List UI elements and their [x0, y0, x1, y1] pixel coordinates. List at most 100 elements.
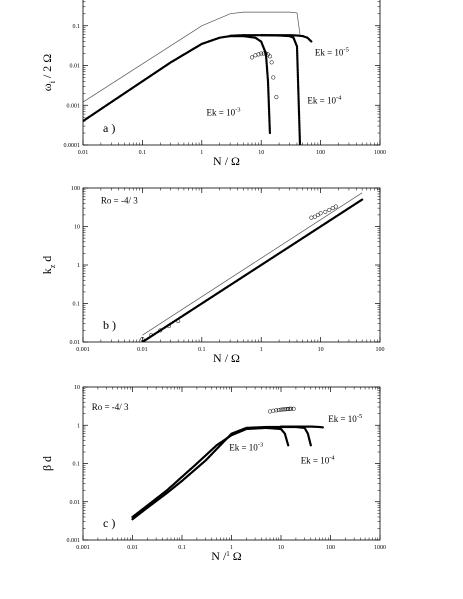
data-point-open	[327, 207, 332, 212]
data-point	[303, 425, 306, 428]
data-point-open	[284, 407, 289, 412]
annotation-exponent: -5	[357, 413, 362, 420]
series-dotted-curve	[83, 34, 271, 135]
plot-frame	[82, 0, 381, 146]
data-point	[229, 34, 232, 37]
data-point	[301, 35, 304, 37]
x-tick-label: 10	[278, 545, 284, 551]
data-point-open	[271, 408, 276, 413]
data-point	[280, 428, 282, 430]
data-point	[309, 444, 312, 447]
data-point	[265, 426, 267, 428]
data-point	[146, 506, 149, 509]
y-tick-label: 10	[74, 225, 80, 231]
data-point-open	[253, 53, 258, 58]
x-axis-label-sup: 1	[226, 550, 230, 558]
data-point-open	[315, 212, 320, 217]
series-line	[142, 192, 363, 336]
annotation-base: Ro = -4/ 3	[101, 195, 138, 205]
data-point-open	[271, 75, 276, 80]
data-point	[267, 80, 269, 83]
plot-frame	[82, 187, 381, 343]
x-tick-label: 100	[326, 545, 335, 551]
x-axis-label-pre: N /	[211, 549, 227, 563]
series-line	[83, 11, 301, 103]
data-point-open	[176, 319, 181, 324]
data-point-open	[312, 214, 317, 219]
data-point-open	[267, 54, 272, 59]
x-tick-label: 100	[316, 150, 325, 156]
data-point	[218, 291, 221, 293]
annotation: Ro = -4/ 3	[92, 402, 129, 412]
annotation-base: Ek = 10	[328, 414, 357, 424]
y-axis-label: ωi / 2 Ω	[40, 54, 57, 91]
data-point-open	[323, 209, 328, 214]
x-tick-label: 10	[318, 347, 324, 353]
data-point	[204, 459, 207, 462]
data-point	[260, 264, 263, 266]
series-group	[131, 406, 324, 521]
x-tick-label: 1000	[374, 150, 386, 156]
data-point	[110, 101, 113, 104]
y-tick-label: 0.1	[73, 462, 81, 468]
x-tick-label: 0.01	[78, 150, 89, 156]
data-point	[314, 425, 317, 428]
y-axis-label-sub: i	[48, 80, 57, 83]
annotation-exponent: -4	[336, 95, 342, 102]
annotation: Ek = 10-3	[207, 107, 241, 118]
data-point	[307, 432, 309, 435]
x-axis-label-post: Ω	[230, 549, 242, 563]
data-point-open	[166, 323, 172, 329]
data-point-open	[267, 409, 273, 414]
data-point-open	[333, 204, 338, 209]
data-point	[159, 329, 162, 332]
y-axis-label-rest: / 2 Ω	[40, 54, 54, 81]
y-tick-label: 1	[77, 263, 80, 269]
annotation-base: Ek = 10	[301, 456, 330, 466]
data-point-open	[256, 52, 261, 57]
data-point	[319, 225, 322, 228]
x-tick-label: 1	[260, 347, 263, 353]
x-tick-label: 0.01	[137, 347, 148, 353]
annotation: Ek = 10-3	[229, 441, 263, 452]
data-point	[245, 427, 248, 429]
data-point-open	[289, 406, 294, 411]
data-point	[296, 45, 298, 48]
data-point-open	[158, 328, 163, 333]
data-point-open	[278, 407, 284, 412]
y-tick-label: 0.01	[70, 500, 81, 506]
annotation: Ek = 10-4	[301, 455, 336, 466]
data-point	[296, 34, 298, 37]
data-point	[141, 341, 144, 342]
data-point	[287, 444, 290, 447]
data-point	[83, 120, 84, 122]
series-dotted-curve	[260, 34, 313, 43]
data-point-open	[269, 60, 274, 65]
data-point-open	[274, 408, 279, 413]
x-axis-label: N /1 Ω	[211, 549, 242, 563]
data-point	[295, 425, 297, 428]
data-point	[284, 432, 286, 435]
data-point-open	[282, 407, 287, 412]
x-tick-label: 0.1	[178, 545, 186, 551]
y-tick-label: 0.01	[70, 340, 81, 346]
data-point	[181, 475, 183, 478]
data-point	[361, 198, 364, 201]
data-point	[278, 34, 280, 37]
y-tick-label: 0.1	[73, 24, 81, 30]
annotation-base: Ek = 10	[315, 47, 344, 57]
data-point	[280, 425, 282, 428]
panel-label: a )	[103, 121, 115, 135]
data-point	[254, 36, 257, 39]
data-point-open	[318, 211, 323, 216]
series-group	[140, 192, 364, 342]
x-axis-label: N / Ω	[213, 351, 240, 365]
y-axis-label-main: β d	[40, 456, 54, 471]
data-point	[166, 492, 168, 494]
y-axis-label-rest: d	[40, 256, 54, 265]
x-axis-label: N / Ω	[213, 154, 240, 168]
y-axis-label-main: k	[40, 268, 54, 274]
data-point-open	[263, 51, 268, 56]
